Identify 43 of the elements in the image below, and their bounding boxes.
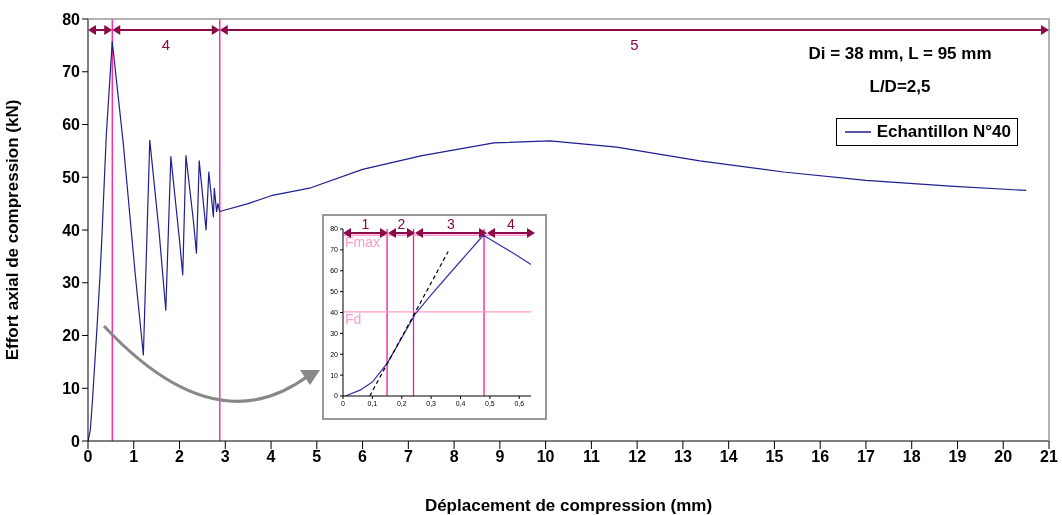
- annotation: 1: [361, 216, 370, 232]
- x-axis-title: Déplacement de compression (mm): [424, 496, 713, 515]
- x-tick-label: 11: [582, 448, 600, 466]
- x-tick-label: 13: [674, 448, 692, 466]
- x-tick-label: 20: [994, 448, 1013, 466]
- x-tick-label: 15: [765, 448, 784, 466]
- annotation: L/D=2,5: [868, 77, 932, 97]
- x-tick-label: 1: [129, 448, 139, 466]
- y-axis-title: Effort axial de compression (kN): [3, 99, 23, 361]
- annotation: Di = 38 mm, L = 95 mm: [807, 44, 993, 64]
- y-tick-label: 30: [62, 274, 81, 292]
- x-tick-label: 4: [266, 448, 276, 466]
- x-tick-label: 14: [719, 448, 738, 466]
- legend-label: Echantillon N°40: [876, 122, 1011, 142]
- annotation: 2: [397, 216, 406, 232]
- x-tick-label: 17: [857, 448, 875, 466]
- x-tick-label: 19: [948, 448, 967, 466]
- y-tick-label: 80: [62, 10, 81, 28]
- ref-line-label: Fd: [345, 310, 362, 327]
- x-tick-label: 21: [1040, 448, 1058, 466]
- annotation: 5: [630, 36, 639, 53]
- x-tick-label: 6: [358, 448, 368, 466]
- y-tick-label: 0: [71, 432, 81, 450]
- x-tick-label: 7: [403, 448, 413, 466]
- y-tick-label: 50: [62, 168, 81, 186]
- x-tick-label: 2: [175, 448, 185, 466]
- annotation: 4: [161, 36, 171, 53]
- annotation: 3: [447, 216, 456, 232]
- y-tick-label: 40: [62, 221, 81, 239]
- x-tick-label: 12: [628, 448, 647, 466]
- x-tick-label: 3: [220, 448, 230, 466]
- x-tick-label: 0: [83, 448, 93, 466]
- x-tick-label: 16: [811, 448, 830, 466]
- annotation: 4: [507, 216, 516, 232]
- y-tick-label: 70: [62, 63, 81, 81]
- x-tick-label: 10: [536, 448, 555, 466]
- x-tick-label: 8: [449, 448, 459, 466]
- x-tick-label: 18: [902, 448, 921, 466]
- y-tick-label: 20: [62, 327, 81, 345]
- ref-line-label: Fmax: [345, 234, 380, 251]
- y-tick-label: 60: [62, 116, 81, 134]
- x-tick-label: 5: [312, 448, 322, 466]
- x-tick-label: 9: [495, 448, 505, 466]
